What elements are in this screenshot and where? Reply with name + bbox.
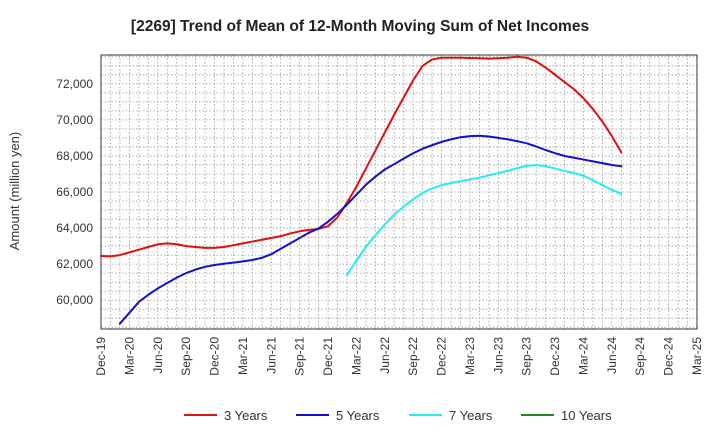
y-tick-label: 64,000 <box>56 221 93 235</box>
x-tick-label: Jun-23 <box>491 337 505 374</box>
x-tick-label: Jun-22 <box>378 337 392 374</box>
x-tick-label: Jun-21 <box>264 337 278 374</box>
y-tick-label: 72,000 <box>56 77 93 91</box>
plot-frame <box>100 54 698 330</box>
y-axis-label: Amount (million yen) <box>7 132 22 251</box>
series-line-3-years <box>100 55 623 258</box>
legend-label: 10 Years <box>561 408 612 423</box>
chart-title: [2269] Trend of Mean of 12-Month Moving … <box>131 18 589 35</box>
legend-label: 7 Years <box>449 408 493 423</box>
x-tick-label: Sep-20 <box>179 337 193 376</box>
y-tick-label: 70,000 <box>56 113 93 127</box>
y-tick-labels: 60,000 62,000 64,000 66,000 68,000 70,000 72,0… <box>56 77 93 307</box>
series-layer <box>100 55 623 325</box>
x-tick-label: Sep-23 <box>520 337 534 376</box>
x-tick-label: Dec-19 <box>94 337 108 376</box>
x-tick-labels: Dec-19 Mar-20 Jun-20 Sep-20 Dec-20 Mar-21 Jun-… <box>94 337 704 376</box>
x-tick-label: Dec-22 <box>435 337 449 376</box>
legend: 3 Years 5 Years 7 Years 10 Years <box>184 408 612 423</box>
x-tick-label: Mar-23 <box>463 337 477 375</box>
y-tick-label: 68,000 <box>56 149 93 163</box>
x-tick-label: Sep-21 <box>293 337 307 376</box>
x-tick-label: Sep-24 <box>633 337 647 376</box>
x-tick-label: Mar-21 <box>236 337 250 375</box>
y-tick-label: 60,000 <box>56 293 93 307</box>
x-tick-label: Sep-22 <box>406 337 420 376</box>
x-tick-label: Mar-25 <box>690 337 704 375</box>
series-line-5-years <box>118 134 623 325</box>
grid <box>100 55 698 329</box>
x-tick-label: Dec-20 <box>208 337 222 376</box>
x-tick-label: Mar-20 <box>122 337 136 375</box>
x-tick-label: Dec-21 <box>321 337 335 376</box>
x-tick-label: Mar-24 <box>576 337 590 375</box>
legend-label: 5 Years <box>336 408 380 423</box>
y-tick-label: 66,000 <box>56 185 93 199</box>
x-tick-label: Dec-23 <box>548 337 562 376</box>
x-tick-label: Jun-20 <box>151 337 165 374</box>
legend-label: 3 Years <box>224 408 268 423</box>
series-line-7-years <box>345 163 623 276</box>
x-tick-label: Jun-24 <box>605 337 619 374</box>
y-tick-label: 62,000 <box>56 257 93 271</box>
x-tick-label: Mar-22 <box>349 337 363 375</box>
x-tick-label: Dec-24 <box>662 337 676 376</box>
